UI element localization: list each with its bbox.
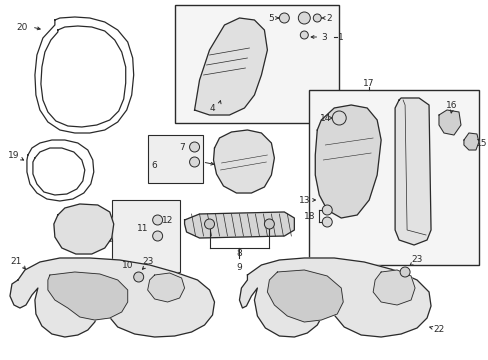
- Polygon shape: [438, 110, 460, 135]
- FancyBboxPatch shape: [309, 90, 478, 265]
- Polygon shape: [267, 270, 343, 322]
- FancyBboxPatch shape: [174, 5, 339, 123]
- Polygon shape: [463, 133, 478, 150]
- Polygon shape: [213, 130, 274, 193]
- Text: 12: 12: [162, 216, 173, 225]
- Text: 20: 20: [16, 23, 28, 32]
- Polygon shape: [315, 105, 380, 218]
- Text: 6: 6: [151, 161, 157, 170]
- FancyBboxPatch shape: [147, 135, 202, 183]
- Text: 15: 15: [475, 139, 487, 148]
- Circle shape: [152, 215, 163, 225]
- Polygon shape: [394, 98, 430, 245]
- Circle shape: [298, 12, 310, 24]
- Text: 2: 2: [326, 14, 331, 23]
- Text: 7: 7: [180, 143, 185, 152]
- Text: 4: 4: [209, 104, 215, 113]
- Circle shape: [152, 231, 163, 241]
- Polygon shape: [147, 273, 184, 302]
- Circle shape: [133, 272, 143, 282]
- Circle shape: [279, 13, 289, 23]
- Text: 23: 23: [142, 257, 153, 266]
- Text: 8: 8: [236, 248, 242, 257]
- Text: 22: 22: [432, 325, 444, 334]
- Text: 3: 3: [321, 32, 326, 41]
- Circle shape: [300, 31, 307, 39]
- Circle shape: [204, 219, 214, 229]
- Text: 5: 5: [268, 14, 274, 23]
- Circle shape: [322, 217, 331, 227]
- Text: 9: 9: [236, 264, 242, 273]
- Circle shape: [264, 219, 274, 229]
- Circle shape: [189, 142, 199, 152]
- Polygon shape: [372, 270, 414, 305]
- FancyBboxPatch shape: [112, 200, 179, 272]
- Circle shape: [322, 205, 331, 215]
- Polygon shape: [10, 258, 214, 337]
- Text: 11: 11: [137, 224, 148, 233]
- Polygon shape: [239, 258, 430, 337]
- Text: 18: 18: [303, 212, 314, 220]
- Text: 23: 23: [410, 256, 422, 265]
- Text: 14: 14: [319, 113, 330, 122]
- Text: 19: 19: [8, 150, 20, 159]
- Polygon shape: [48, 272, 127, 320]
- Circle shape: [399, 267, 409, 277]
- Text: 10: 10: [122, 261, 133, 270]
- Polygon shape: [194, 18, 267, 115]
- Text: 21: 21: [10, 257, 21, 266]
- Text: 13: 13: [298, 195, 309, 204]
- Text: 1: 1: [338, 32, 344, 41]
- Text: 17: 17: [363, 78, 374, 87]
- Text: 16: 16: [446, 100, 457, 109]
- Circle shape: [313, 14, 321, 22]
- Circle shape: [189, 157, 199, 167]
- Circle shape: [331, 111, 346, 125]
- Polygon shape: [184, 212, 294, 238]
- Polygon shape: [54, 204, 114, 254]
